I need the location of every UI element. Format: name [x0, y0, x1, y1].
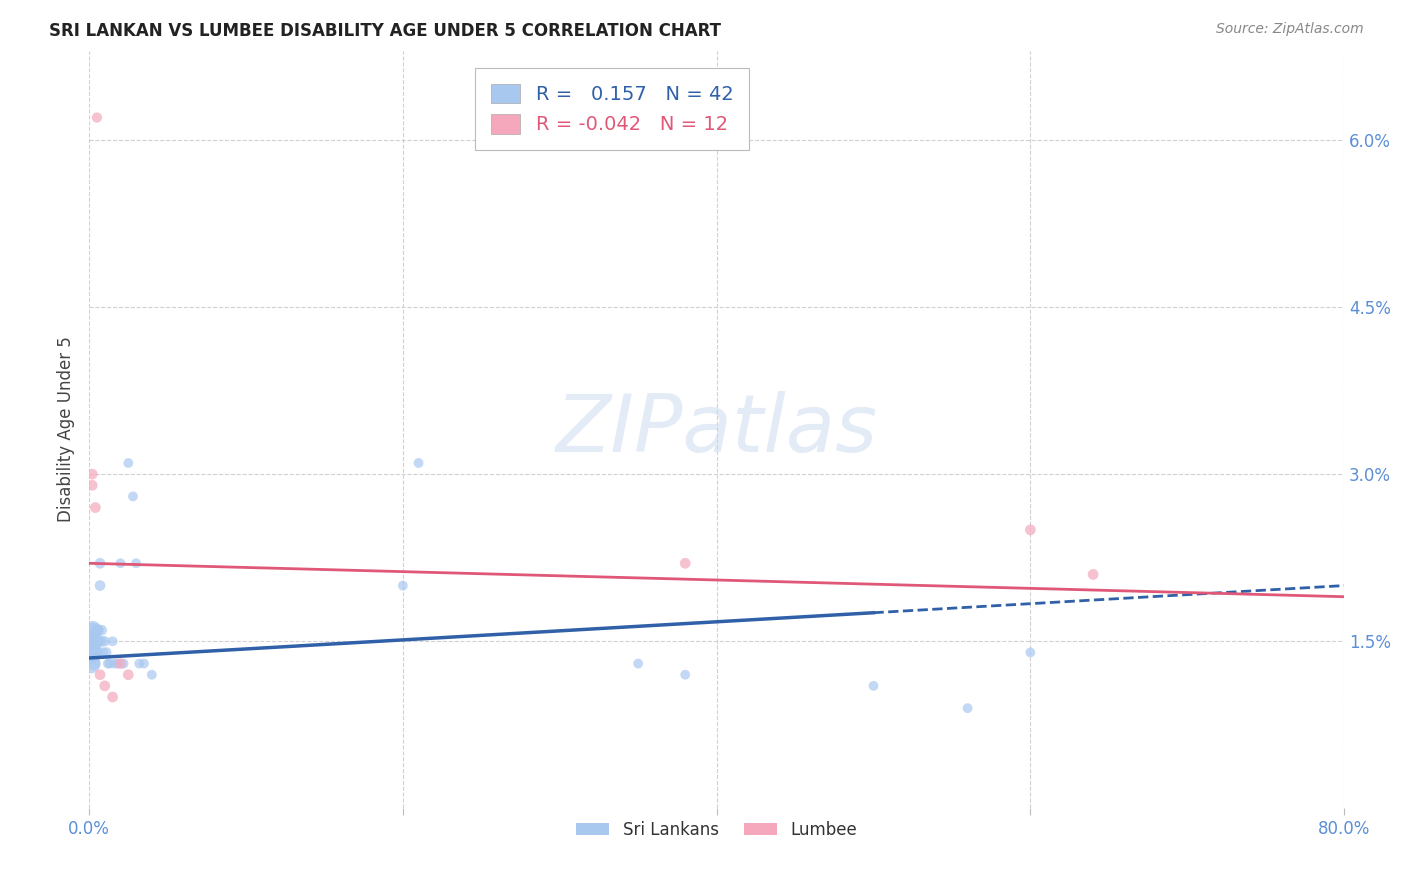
Point	[82, 645, 104, 659]
Text: ZIPatlas: ZIPatlas	[555, 391, 877, 468]
Point	[87, 634, 110, 648]
Point	[87, 623, 110, 637]
Point	[392, 578, 415, 592]
Point	[105, 657, 128, 671]
Point	[83, 634, 105, 648]
Text: Source: ZipAtlas.com: Source: ZipAtlas.com	[1216, 22, 1364, 37]
Point	[117, 667, 139, 681]
Point	[98, 657, 121, 671]
Point	[84, 634, 107, 648]
Point	[110, 657, 132, 671]
Point	[86, 623, 108, 637]
Point	[82, 478, 104, 492]
Point	[128, 657, 150, 671]
Point	[84, 645, 107, 659]
Point	[1019, 523, 1042, 537]
Point	[1081, 567, 1104, 582]
Y-axis label: Disability Age Under 5: Disability Age Under 5	[58, 336, 75, 523]
Point	[97, 657, 120, 671]
Point	[79, 634, 101, 648]
Point	[862, 679, 884, 693]
Point	[86, 111, 108, 125]
Point	[673, 667, 696, 681]
Point	[122, 490, 145, 504]
Point	[86, 645, 108, 659]
Point	[84, 500, 107, 515]
Point	[91, 645, 114, 659]
Legend: Sri Lankans, Lumbee: Sri Lankans, Lumbee	[569, 814, 863, 846]
Point	[79, 657, 101, 671]
Point	[79, 645, 101, 659]
Point	[94, 634, 117, 648]
Point	[132, 657, 155, 671]
Point	[125, 556, 148, 570]
Point	[82, 467, 104, 482]
Point	[83, 657, 105, 671]
Point	[90, 634, 112, 648]
Point	[956, 701, 979, 715]
Point	[82, 623, 104, 637]
Text: SRI LANKAN VS LUMBEE DISABILITY AGE UNDER 5 CORRELATION CHART: SRI LANKAN VS LUMBEE DISABILITY AGE UNDE…	[49, 22, 721, 40]
Point	[117, 456, 139, 470]
Point	[110, 556, 132, 570]
Point	[1019, 645, 1042, 659]
Point	[96, 645, 118, 659]
Point	[90, 623, 112, 637]
Point	[408, 456, 430, 470]
Point	[82, 634, 104, 648]
Point	[141, 667, 163, 681]
Point	[112, 657, 135, 671]
Point	[627, 657, 650, 671]
Point	[101, 634, 124, 648]
Point	[103, 657, 125, 671]
Point	[673, 556, 696, 570]
Point	[83, 623, 105, 637]
Point	[89, 556, 111, 570]
Point	[89, 578, 111, 592]
Point	[89, 667, 111, 681]
Point	[94, 679, 117, 693]
Point	[101, 690, 124, 704]
